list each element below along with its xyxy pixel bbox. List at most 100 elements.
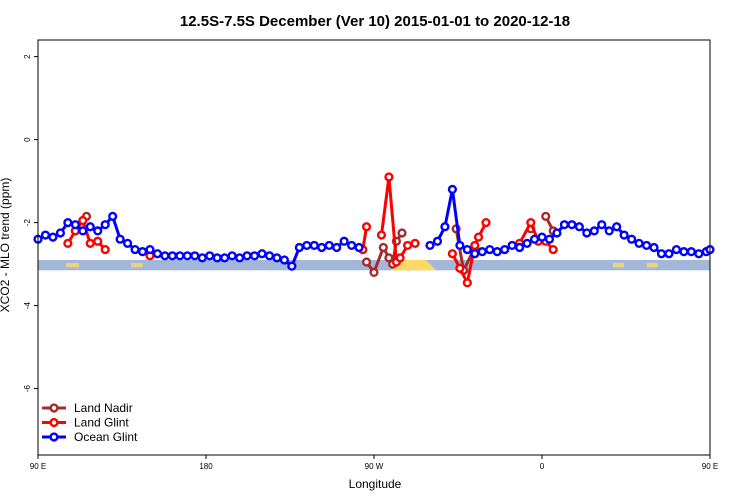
data-point: [48, 232, 58, 242]
data-point: [317, 242, 327, 253]
data-point: [447, 249, 458, 259]
y-tick-label: -6: [23, 384, 32, 392]
data-point: [160, 251, 170, 261]
data-point: [302, 240, 312, 251]
data-point: [432, 236, 443, 246]
data-point: [122, 238, 133, 248]
data-point: [500, 244, 510, 255]
data-point: [264, 251, 275, 261]
data-point: [108, 211, 118, 221]
data-point: [369, 267, 379, 278]
y-tick-label: 0: [23, 137, 32, 142]
data-point: [612, 222, 622, 232]
data-point: [694, 249, 704, 259]
data-point: [604, 226, 614, 236]
legend-marker: [49, 432, 59, 442]
data-point: [100, 220, 110, 230]
data-point: [548, 244, 558, 255]
data-point: [477, 247, 487, 257]
data-point: [664, 249, 674, 259]
data-point: [100, 244, 110, 255]
chart-title: 12.5S-7.5S December (Ver 10) 2015-01-01 …: [180, 13, 570, 30]
land-ocean-band: [38, 259, 710, 271]
data-point: [40, 230, 51, 240]
data-point: [145, 244, 155, 255]
data-point: [361, 222, 372, 232]
y-tick-label: -4: [23, 301, 32, 309]
x-tick-label: 180: [199, 462, 213, 471]
land-band-segment: [131, 262, 143, 268]
data-point: [529, 234, 540, 244]
data-point: [559, 220, 570, 230]
data-point: [403, 240, 413, 251]
data-point: [641, 240, 652, 251]
data-point: [656, 249, 667, 259]
series-line-segment: [450, 189, 462, 246]
data-point: [492, 247, 502, 257]
data-point: [567, 220, 577, 230]
data-point: [332, 242, 342, 253]
data-point: [85, 222, 95, 232]
data-point: [589, 226, 599, 236]
axes: 2 0 -2 -4 -6 90 E 180 90 W 0 90 E: [23, 39, 718, 471]
land-band-segment: [646, 262, 658, 268]
data-point: [137, 247, 148, 257]
data-point: [473, 232, 484, 242]
y-tick-label: 2: [23, 54, 32, 59]
data-point: [242, 251, 252, 261]
x-tick-label: 90 E: [702, 462, 718, 471]
data-point: [63, 238, 73, 248]
data-point: [309, 240, 319, 251]
legend-marker: [49, 417, 59, 428]
data-point: [679, 247, 689, 257]
data-point: [378, 242, 388, 253]
data-point: [447, 184, 458, 195]
data-point: [485, 244, 495, 255]
data-point: [175, 251, 185, 261]
data-point: [522, 238, 532, 248]
data-point: [619, 230, 629, 240]
data-point: [287, 261, 297, 271]
data-point: [220, 253, 230, 263]
legend-label: Ocean Glint: [74, 430, 138, 444]
land-band-segment: [66, 262, 80, 268]
x-tick-label: 90 E: [30, 462, 46, 471]
series-ocean-glint: [33, 184, 715, 271]
data-point: [462, 278, 472, 288]
data-point: [70, 220, 80, 230]
data-point: [574, 222, 584, 232]
data-point: [130, 244, 140, 255]
data-point: [410, 238, 420, 248]
data-point: [455, 240, 465, 251]
legend-label: Land Glint: [74, 416, 129, 430]
legend-item-ocean-glint: Ocean Glint: [42, 430, 138, 444]
data-point: [197, 253, 207, 263]
legend-item-land-glint: Land Glint: [42, 416, 129, 430]
data-point: [347, 240, 357, 251]
data-point: [397, 228, 407, 238]
data-point: [634, 238, 644, 248]
data-point: [384, 253, 394, 263]
data-point: [526, 218, 536, 228]
data-point: [249, 251, 260, 261]
data-point: [537, 232, 547, 242]
data-point: [272, 253, 282, 263]
data-point: [93, 226, 103, 236]
data-point: [514, 242, 525, 253]
data-point: [455, 263, 465, 273]
series-line-segment: [387, 176, 398, 263]
data-point: [257, 249, 267, 259]
legend-marker: [49, 403, 59, 413]
data-point: [152, 249, 163, 259]
data-point: [324, 240, 334, 251]
data-point: [671, 244, 682, 255]
data-point: [205, 251, 215, 261]
data-point: [212, 253, 222, 263]
data-point: [686, 247, 696, 257]
data-point: [481, 218, 491, 228]
series-line-segment: [443, 189, 454, 228]
data-point: [376, 230, 387, 240]
land-band-segment: [390, 259, 436, 271]
